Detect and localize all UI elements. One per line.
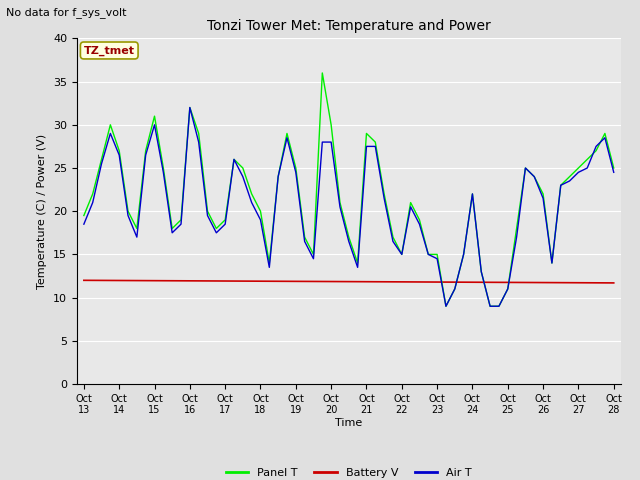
- Y-axis label: Temperature (C) / Power (V): Temperature (C) / Power (V): [37, 133, 47, 289]
- Title: Tonzi Tower Met: Temperature and Power: Tonzi Tower Met: Temperature and Power: [207, 19, 491, 33]
- Text: No data for f_sys_volt: No data for f_sys_volt: [6, 7, 127, 18]
- Legend: Panel T, Battery V, Air T: Panel T, Battery V, Air T: [221, 463, 476, 480]
- X-axis label: Time: Time: [335, 418, 362, 428]
- Text: TZ_tmet: TZ_tmet: [84, 45, 135, 56]
